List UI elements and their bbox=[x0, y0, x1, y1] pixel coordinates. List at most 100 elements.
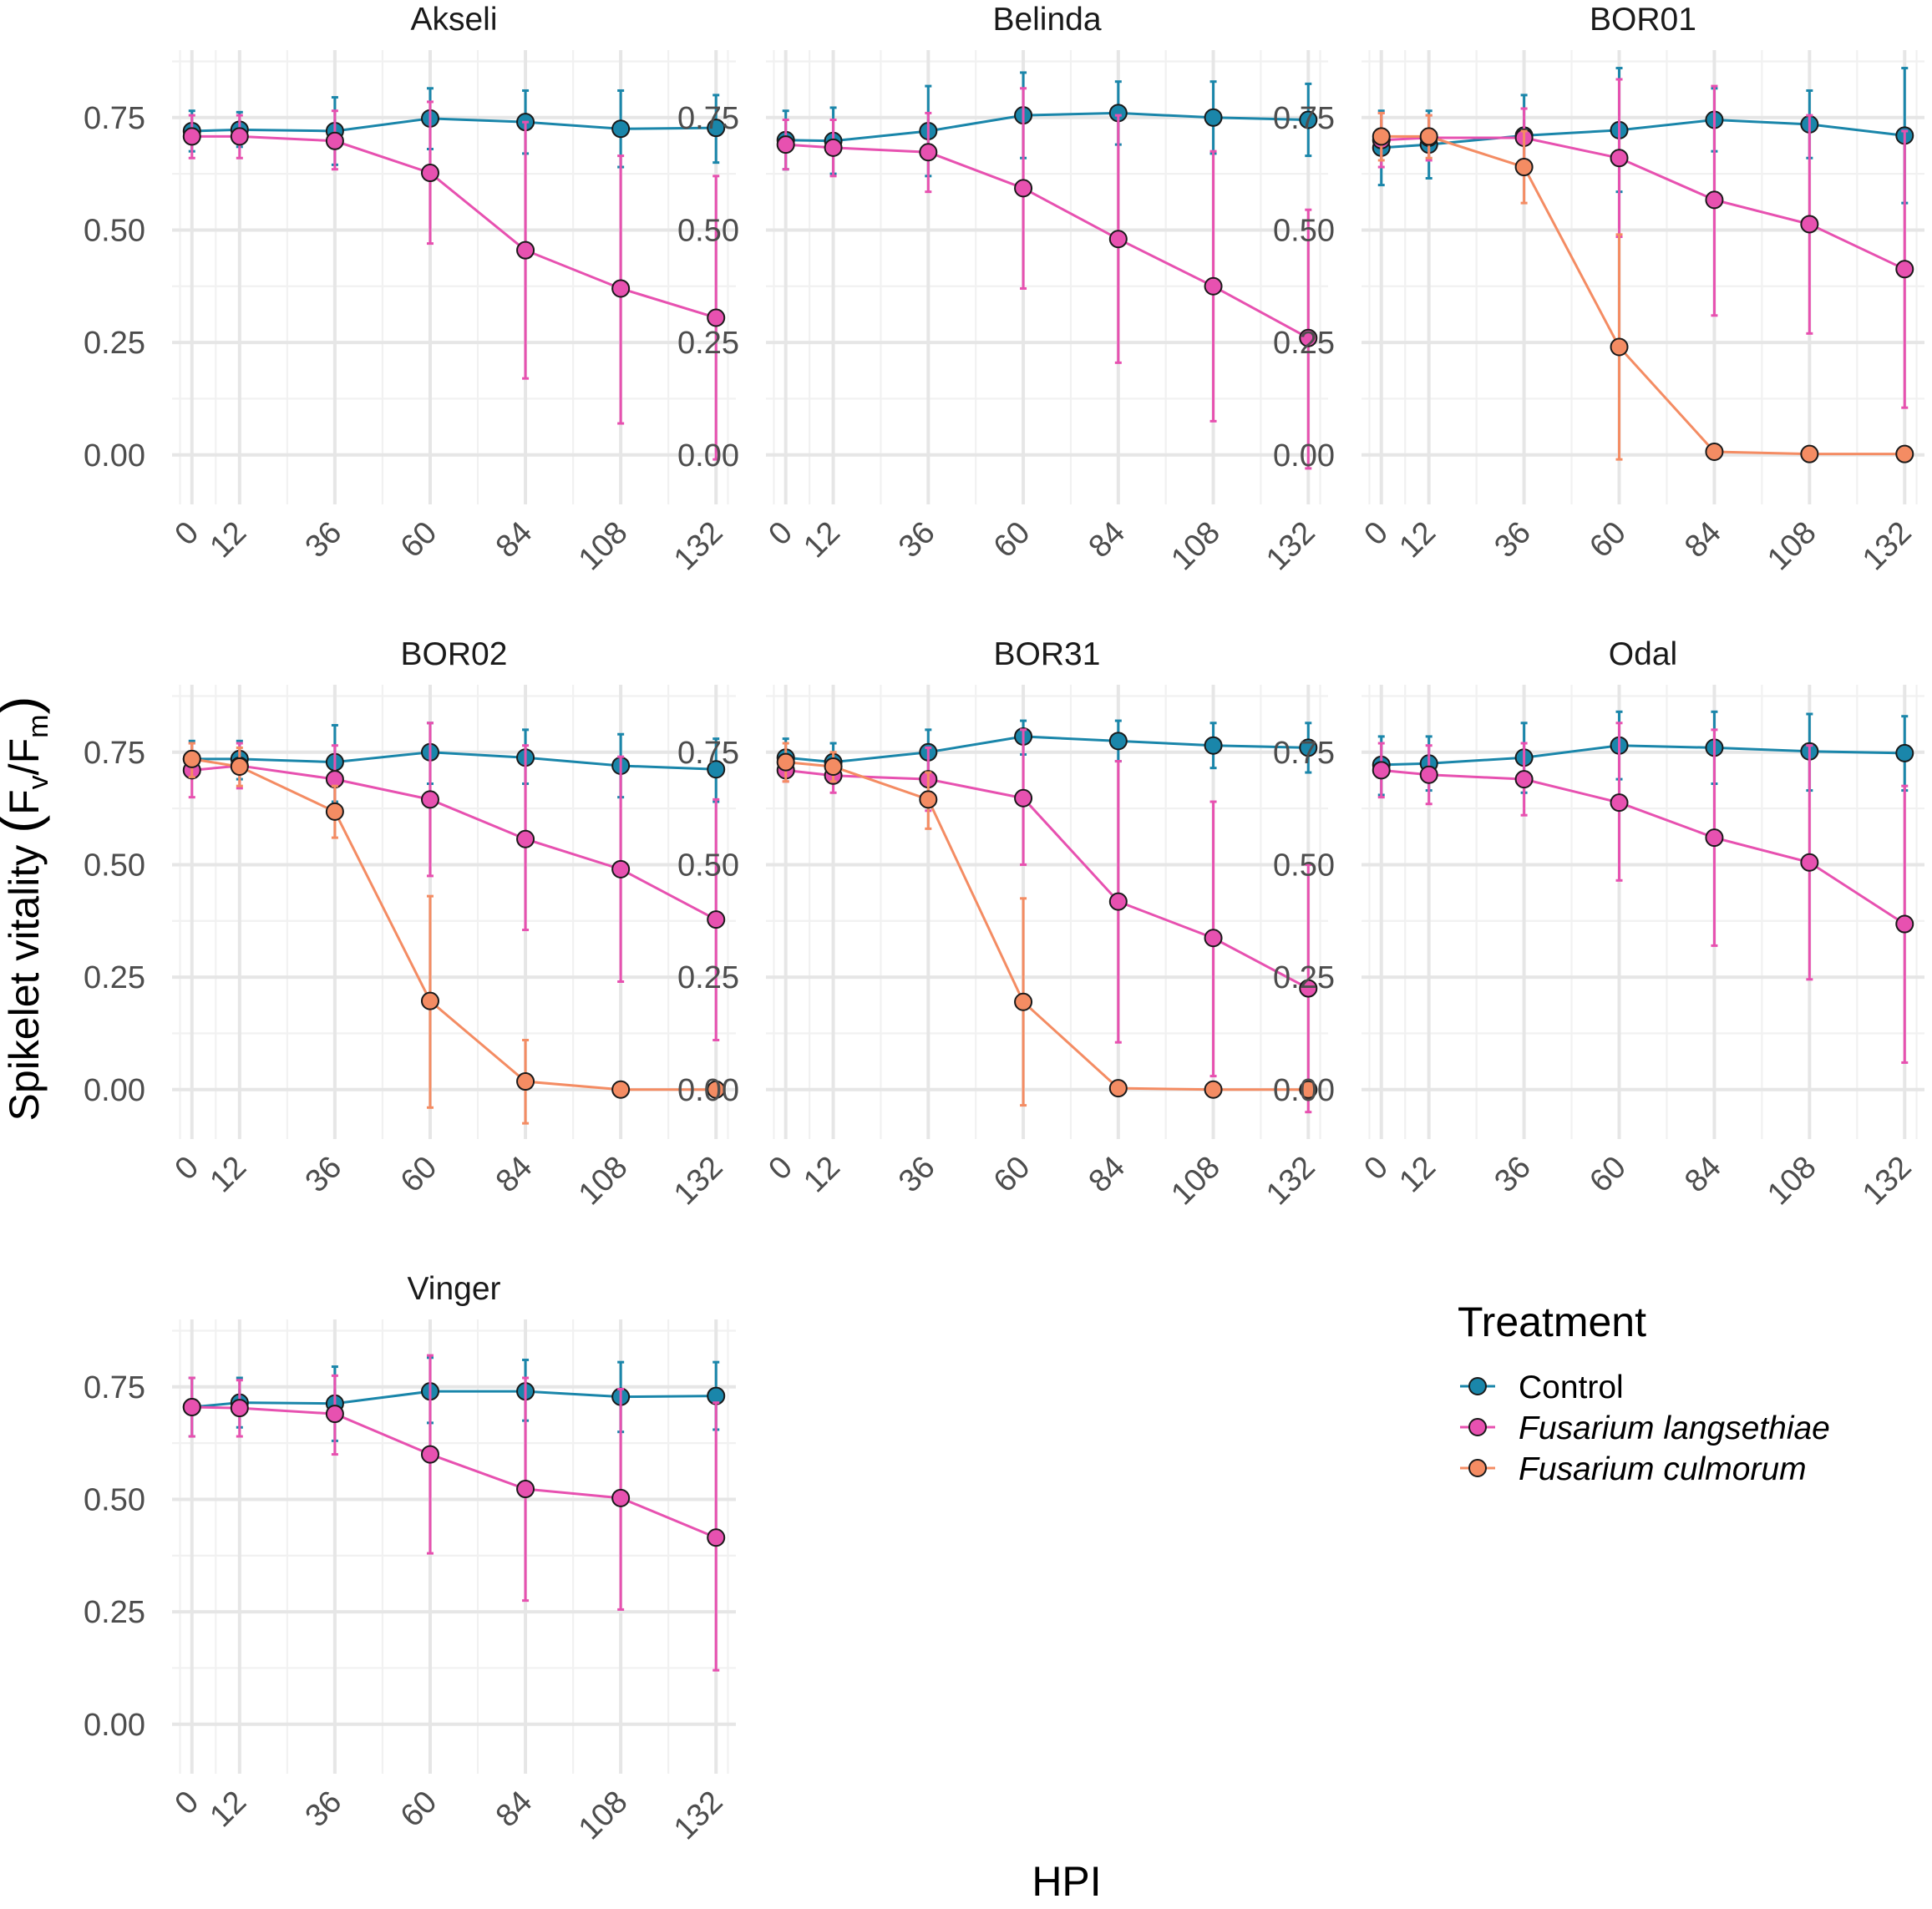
y-tick-label: 0.50 bbox=[84, 1482, 145, 1517]
x-tick-label: 60 bbox=[987, 515, 1037, 565]
y-tick-label: 0.25 bbox=[1273, 960, 1335, 995]
data-point bbox=[182, 1398, 201, 1417]
x-tick-label: 36 bbox=[299, 1785, 349, 1835]
x-tick-label: 108 bbox=[1761, 515, 1823, 578]
data-point bbox=[1204, 929, 1223, 948]
data-point bbox=[325, 131, 344, 150]
series-line bbox=[191, 1390, 717, 1409]
x-tick-label: 0 bbox=[1357, 1150, 1395, 1187]
data-point bbox=[1372, 127, 1391, 146]
panel-bor02: 0.00 0.25 0.50 0.75 012 36 60 84 108 132 BOR02 bbox=[84, 636, 736, 1212]
data-point bbox=[1705, 442, 1724, 461]
series-fusarium-langsethiae bbox=[1372, 722, 1914, 1064]
y-tick-label: 0.25 bbox=[84, 960, 145, 995]
data-point bbox=[707, 760, 726, 779]
legend-key-point bbox=[1468, 1418, 1487, 1436]
x-tick-label: 84 bbox=[1083, 1150, 1133, 1200]
x-tick-label: 108 bbox=[1164, 1150, 1227, 1213]
series-line bbox=[785, 735, 1309, 764]
x-tick-label: 12 bbox=[204, 515, 254, 565]
x-tick-label: 36 bbox=[299, 1150, 349, 1200]
series-line bbox=[1381, 118, 1905, 149]
y-tick-label: 0.00 bbox=[84, 1708, 145, 1743]
series-fusarium-culmorum bbox=[182, 742, 726, 1125]
legend-label: Fusarium culmorum bbox=[1519, 1451, 1807, 1487]
data-point bbox=[1108, 230, 1128, 249]
y-tick-label: 0.50 bbox=[1273, 213, 1335, 248]
panel-belinda: 0.00 0.25 0.50 0.75 012 36 60 84 108 132 Belinda bbox=[677, 2, 1328, 577]
data-point bbox=[1419, 765, 1438, 784]
panel-title: BOR31 bbox=[994, 636, 1101, 672]
data-point bbox=[1895, 444, 1914, 463]
data-point bbox=[1108, 892, 1128, 911]
data-point bbox=[1108, 1079, 1128, 1098]
series-line bbox=[1381, 136, 1905, 271]
data-point bbox=[325, 802, 344, 821]
data-point bbox=[707, 910, 726, 929]
data-point bbox=[1610, 793, 1629, 813]
data-point bbox=[1895, 914, 1914, 934]
data-point bbox=[824, 138, 843, 157]
series-line bbox=[785, 768, 1310, 990]
data-point bbox=[1800, 853, 1819, 872]
x-tick-label: 60 bbox=[394, 1785, 444, 1835]
data-point bbox=[1610, 337, 1629, 357]
data-point bbox=[611, 1080, 631, 1099]
series-fusarium-langsethiae bbox=[776, 728, 1318, 1114]
x-tick-label: 12 bbox=[797, 1150, 847, 1200]
x-tick-label: 60 bbox=[1583, 515, 1633, 565]
data-point bbox=[611, 1488, 631, 1507]
x-tick-label: 132 bbox=[667, 515, 730, 578]
x-tick-label: 36 bbox=[892, 1150, 942, 1200]
x-tick-label: 0 bbox=[1357, 515, 1395, 553]
y-tick-label: 0.75 bbox=[677, 736, 739, 771]
legend-label: Fusarium langsethiae bbox=[1519, 1410, 1830, 1446]
x-tick-label: 132 bbox=[1260, 1150, 1322, 1213]
panel-vinger: 0.00 0.25 0.50 0.75 012 36 60 84 108 132 Vinger bbox=[84, 1271, 736, 1846]
data-point bbox=[707, 308, 726, 327]
data-point bbox=[230, 1399, 249, 1418]
data-point bbox=[824, 757, 843, 777]
y-tick-label: 0.25 bbox=[677, 326, 739, 361]
data-point bbox=[611, 119, 631, 139]
x-tick-label: 0 bbox=[168, 1150, 205, 1187]
data-point bbox=[1299, 738, 1318, 757]
series-line bbox=[1381, 768, 1906, 925]
series-fusarium-langsethiae bbox=[182, 1354, 726, 1672]
y-tick-label: 0.75 bbox=[84, 736, 145, 771]
y-tick-label: 0.00 bbox=[1273, 438, 1335, 473]
data-point bbox=[516, 829, 535, 848]
data-point bbox=[1705, 190, 1724, 210]
data-point bbox=[707, 1080, 726, 1099]
x-tick-label: 108 bbox=[572, 1150, 635, 1213]
y-tick-label: 0.00 bbox=[84, 1073, 145, 1108]
series-fusarium-culmorum bbox=[776, 742, 1318, 1107]
x-tick-label: 108 bbox=[572, 1785, 635, 1847]
data-point bbox=[1299, 110, 1318, 129]
data-point bbox=[1204, 276, 1223, 296]
x-tick-label: 132 bbox=[1856, 1150, 1919, 1213]
data-point bbox=[420, 991, 439, 1010]
series-fusarium-culmorum bbox=[1372, 111, 1914, 463]
legend-entry: Fusarium langsethiae bbox=[1460, 1410, 1830, 1446]
y-tick-label: 0.25 bbox=[1273, 326, 1335, 361]
data-point bbox=[230, 127, 249, 146]
series-line bbox=[1381, 744, 1905, 767]
y-tick-label: 0.50 bbox=[1273, 848, 1335, 883]
y-tick-label: 0.00 bbox=[677, 438, 739, 473]
panel-bor01: 0.00 0.25 0.50 0.75 012 36 60 84 108 132 BOR01 bbox=[1273, 2, 1924, 577]
series-control bbox=[182, 1356, 726, 1442]
series-fusarium-langsethiae bbox=[182, 722, 726, 1042]
data-point bbox=[1299, 979, 1318, 998]
legend: Treatment Control Fusarium langsethiae Fusa… bbox=[1458, 1299, 1830, 1487]
series-control bbox=[182, 87, 726, 169]
data-point bbox=[1514, 770, 1534, 789]
y-tick-label: 0.25 bbox=[84, 1595, 145, 1630]
x-tick-label: 36 bbox=[1488, 515, 1538, 565]
x-tick-label: 60 bbox=[394, 1150, 444, 1200]
x-tick-label: 84 bbox=[1678, 1150, 1728, 1200]
data-point bbox=[776, 135, 795, 154]
y-tick-label: 0.00 bbox=[1273, 1073, 1335, 1108]
data-point bbox=[776, 752, 795, 772]
